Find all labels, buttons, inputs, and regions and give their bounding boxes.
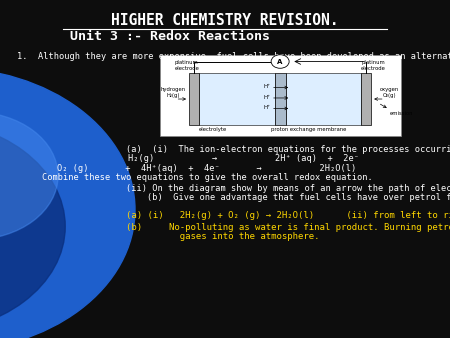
- Text: O₂ (g)       +  4H⁺(aq)  +  4e⁻       →           2H₂O(l): O₂ (g) + 4H⁺(aq) + 4e⁻ → 2H₂O(l): [58, 164, 356, 173]
- Bar: [286, 73, 361, 125]
- Text: (b)     No-polluting as water is final product. Burning petrol releases harmful: (b) No-polluting as water is final produ…: [126, 223, 450, 232]
- Text: (a) (i)   2H₂(g) + O₂ (g) → 2H₂O(l)      (ii) from left to right.: (a) (i) 2H₂(g) + O₂ (g) → 2H₂O(l) (ii) f…: [126, 211, 450, 220]
- Text: Combine these two equations to give the overall redox equation.: Combine these two equations to give the …: [41, 173, 373, 182]
- Text: electrolyte: electrolyte: [198, 127, 226, 132]
- Text: (ii) On the diagram show by means of an arrow the path of electron flow.: (ii) On the diagram show by means of an …: [126, 184, 450, 193]
- Text: Unit 3 :- Redox Reactions: Unit 3 :- Redox Reactions: [70, 30, 270, 43]
- Text: H⁺: H⁺: [263, 84, 270, 89]
- Circle shape: [0, 120, 65, 333]
- Text: emission: emission: [389, 111, 413, 116]
- Bar: [199, 73, 274, 125]
- Circle shape: [271, 55, 289, 68]
- Text: to petrol for motor vehicles.: to petrol for motor vehicles.: [167, 62, 319, 71]
- Text: H₂(g)           →           2H⁺ (aq)  +  2e⁻: H₂(g) → 2H⁺ (aq) + 2e⁻: [127, 154, 359, 164]
- Text: oxygen
O₂(g): oxygen O₂(g): [380, 87, 399, 98]
- Text: platinum
electrode: platinum electrode: [174, 61, 199, 71]
- Text: gases into the atmosphere.: gases into the atmosphere.: [126, 232, 320, 241]
- Bar: [274, 73, 286, 125]
- Bar: [189, 73, 199, 125]
- Text: proton exchange membrane: proton exchange membrane: [271, 127, 346, 132]
- Bar: [361, 73, 371, 125]
- Text: 1.  Although they are more expensive, fuel cells have been developed as an alter: 1. Although they are more expensive, fue…: [17, 52, 450, 62]
- Text: platinum
electrode: platinum electrode: [361, 61, 386, 71]
- Text: H⁺: H⁺: [263, 95, 270, 100]
- Text: H⁺: H⁺: [263, 105, 270, 110]
- Text: (a)  (i)  The ion-electron equations for the processes occurring at each electro: (a) (i) The ion-electron equations for t…: [126, 145, 450, 154]
- Text: A: A: [278, 58, 283, 65]
- Circle shape: [0, 112, 58, 240]
- Text: hydrogen
H₂(g): hydrogen H₂(g): [161, 87, 186, 98]
- Bar: [160, 55, 400, 136]
- Text: HIGHER CHEMISTRY REVISION.: HIGHER CHEMISTRY REVISION.: [111, 13, 339, 28]
- Circle shape: [0, 68, 135, 338]
- Text: (b)  Give one advantage that fuel cells have over petrol for providing energy.: (b) Give one advantage that fuel cells h…: [126, 193, 450, 202]
